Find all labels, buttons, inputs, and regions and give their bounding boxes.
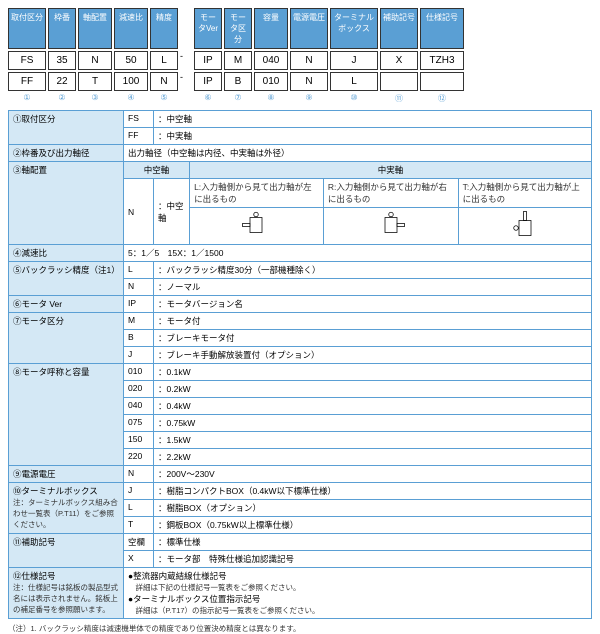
- code-cell: 010: [254, 72, 288, 91]
- code-cell: 50: [114, 51, 148, 70]
- code-cell: J: [330, 51, 378, 70]
- hlbl: 枠番: [48, 8, 76, 49]
- footnote: （注）1. バックラッシ精度は減速機単体での精度であり位置決め精度とは異なります…: [8, 623, 592, 634]
- number-row: ① ② ③ ④ ⑤ ⑥ ⑦ ⑧ ⑨ ⑩ ⑪ ⑫: [8, 93, 592, 104]
- code-row-1: FS 35 N 50 L - IP M 040 N J X TZH3: [8, 51, 592, 70]
- code-cell: IP: [194, 51, 222, 70]
- sec7-h: ⑦モータ区分: [9, 313, 124, 364]
- code-cell: 040: [254, 51, 288, 70]
- hlbl: 容量: [254, 8, 288, 49]
- sec5-h: ⑤バックラッシ精度（注1）: [9, 262, 124, 296]
- shaft-r-icon: [323, 208, 458, 245]
- hlbl: 減速比: [114, 8, 148, 49]
- shaft-t-icon: [458, 208, 591, 245]
- spec-table: ①取付区分 FS：中空軸 FF：中実軸 ②枠番及び出力軸径出力軸径（中空軸は内径…: [8, 110, 592, 619]
- code-cell: N: [290, 51, 328, 70]
- code-cell: L: [150, 51, 178, 70]
- hlbl: モータ区分: [224, 8, 252, 49]
- sec12-h: ⑫仕様記号注：仕様記号は銘板の製品型式名には表示されません。銘板上の補足番号を参…: [9, 568, 124, 619]
- hlbl: 電源電圧: [290, 8, 328, 49]
- code-cell: FS: [8, 51, 46, 70]
- sec4-h: ④減速比: [9, 245, 124, 262]
- code-row-2: FF 22 T 100 N - IP B 010 N L: [8, 72, 592, 91]
- sec10-h: ⑩ターミナルボックス注：ターミナルボックス組み合わせ一覧表（P.T11）をご参照…: [9, 483, 124, 534]
- code-cell: TZH3: [420, 51, 464, 70]
- hlbl: 取付区分: [8, 8, 46, 49]
- sec2-h: ②枠番及び出力軸径: [9, 145, 124, 162]
- hlbl: 精度: [150, 8, 178, 49]
- code-cell: L: [330, 72, 378, 91]
- top-header-row: 取付区分 枠番 軸配置 減速比 精度 モータVer モータ区分 容量 電源電圧 …: [8, 8, 592, 49]
- sec1-h: ①取付区分: [9, 111, 124, 145]
- code-cell: 22: [48, 72, 76, 91]
- code-cell: [380, 72, 418, 91]
- hlbl: 仕様記号: [420, 8, 464, 49]
- code-cell: X: [380, 51, 418, 70]
- code-cell: [420, 72, 464, 91]
- code-cell: B: [224, 72, 252, 91]
- sec9-h: ⑨電源電圧: [9, 466, 124, 483]
- sec6-h: ⑥モータ Ver: [9, 296, 124, 313]
- hlbl: モータVer: [194, 8, 222, 49]
- code-cell: N: [78, 51, 112, 70]
- sec11-h: ⑪補助記号: [9, 534, 124, 568]
- code-cell: 35: [48, 51, 76, 70]
- hlbl: ターミナルボックス: [330, 8, 378, 49]
- code-cell: T: [78, 72, 112, 91]
- hlbl: 軸配置: [78, 8, 112, 49]
- code-cell: IP: [194, 72, 222, 91]
- code-cell: N: [290, 72, 328, 91]
- sec3-h: ③軸配置: [9, 162, 124, 245]
- code-cell: M: [224, 51, 252, 70]
- sec8-h: ⑧モータ呼称と容量: [9, 364, 124, 466]
- code-cell: 100: [114, 72, 148, 91]
- shaft-l-icon: [190, 208, 324, 245]
- code-cell: FF: [8, 72, 46, 91]
- hlbl: 補助記号: [380, 8, 418, 49]
- code-cell: N: [150, 72, 178, 91]
